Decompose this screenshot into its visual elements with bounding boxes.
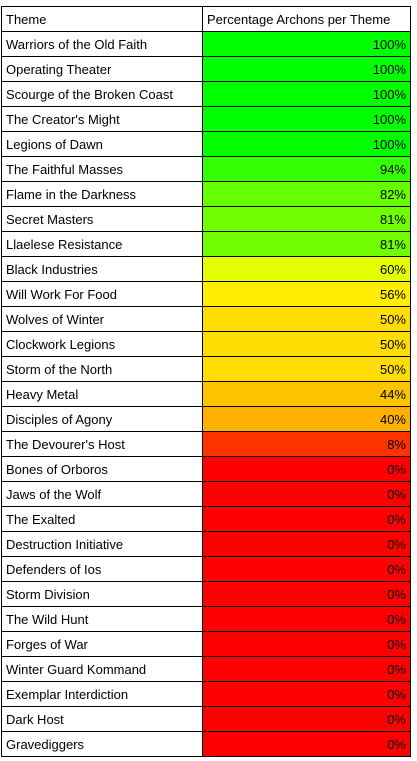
table-row: Heavy Metal 44%: [1, 381, 411, 407]
table-row: The Wild Hunt 0%: [1, 606, 411, 632]
theme-cell[interactable]: Dark Host: [1, 706, 203, 732]
percentage-cell[interactable]: 50%: [202, 306, 411, 332]
percentage-cell[interactable]: 100%: [202, 131, 411, 157]
table-row: Jaws of the Wolf 0%: [1, 481, 411, 507]
table-row: Exemplar Interdiction 0%: [1, 681, 411, 707]
table-row: Scourge of the Broken Coast 100%: [1, 81, 411, 107]
percentage-cell[interactable]: 8%: [202, 431, 411, 457]
theme-cell[interactable]: Destruction Initiative: [1, 531, 203, 557]
theme-cell[interactable]: Operating Theater: [1, 56, 203, 82]
theme-cell[interactable]: Bones of Orboros: [1, 456, 203, 482]
theme-cell[interactable]: The Exalted: [1, 506, 203, 532]
percentage-cell[interactable]: 60%: [202, 256, 411, 282]
theme-cell[interactable]: Winter Guard Kommand: [1, 656, 203, 682]
table-row: The Faithful Masses 94%: [1, 156, 411, 182]
theme-percentage-table: Theme Percentage Archons per Theme Warri…: [1, 6, 411, 757]
theme-cell[interactable]: Flame in the Darkness: [1, 181, 203, 207]
percentage-cell[interactable]: 0%: [202, 656, 411, 682]
header-theme[interactable]: Theme: [1, 6, 203, 32]
theme-cell[interactable]: Exemplar Interdiction: [1, 681, 203, 707]
table-row: Black Industries 60%: [1, 256, 411, 282]
table-row: Storm of the North 50%: [1, 356, 411, 382]
percentage-cell[interactable]: 40%: [202, 406, 411, 432]
percentage-cell[interactable]: 0%: [202, 506, 411, 532]
table-row: Winter Guard Kommand 0%: [1, 656, 411, 682]
theme-cell[interactable]: The Creator's Might: [1, 106, 203, 132]
table-row: Secret Masters 81%: [1, 206, 411, 232]
percentage-cell[interactable]: 44%: [202, 381, 411, 407]
percentage-cell[interactable]: 0%: [202, 681, 411, 707]
percentage-cell[interactable]: 100%: [202, 56, 411, 82]
table-row: Disciples of Agony 40%: [1, 406, 411, 432]
percentage-cell[interactable]: 0%: [202, 456, 411, 482]
table-row: Warriors of the Old Faith 100%: [1, 31, 411, 57]
percentage-cell[interactable]: 50%: [202, 356, 411, 382]
percentage-cell[interactable]: 100%: [202, 106, 411, 132]
percentage-cell[interactable]: 82%: [202, 181, 411, 207]
table-row: Dark Host 0%: [1, 706, 411, 732]
theme-cell[interactable]: Forges of War: [1, 631, 203, 657]
theme-cell[interactable]: Clockwork Legions: [1, 331, 203, 357]
theme-cell[interactable]: Jaws of the Wolf: [1, 481, 203, 507]
table-row: Gravediggers 0%: [1, 731, 411, 757]
header-percentage[interactable]: Percentage Archons per Theme: [202, 6, 411, 32]
theme-cell[interactable]: Gravediggers: [1, 731, 203, 757]
theme-cell[interactable]: Disciples of Agony: [1, 406, 203, 432]
table-body: Theme Percentage Archons per Theme Warri…: [1, 6, 411, 757]
percentage-cell[interactable]: 81%: [202, 231, 411, 257]
theme-cell[interactable]: The Wild Hunt: [1, 606, 203, 632]
percentage-cell[interactable]: 0%: [202, 556, 411, 582]
table-row: The Devourer's Host 8%: [1, 431, 411, 457]
percentage-cell[interactable]: 0%: [202, 481, 411, 507]
theme-cell[interactable]: The Devourer's Host: [1, 431, 203, 457]
theme-cell[interactable]: Warriors of the Old Faith: [1, 31, 203, 57]
theme-cell[interactable]: Secret Masters: [1, 206, 203, 232]
percentage-cell[interactable]: 0%: [202, 581, 411, 607]
table-row: Bones of Orboros 0%: [1, 456, 411, 482]
percentage-cell[interactable]: 56%: [202, 281, 411, 307]
table-row: The Creator's Might 100%: [1, 106, 411, 132]
theme-cell[interactable]: Llaelese Resistance: [1, 231, 203, 257]
table-row: The Exalted 0%: [1, 506, 411, 532]
theme-cell[interactable]: Wolves of Winter: [1, 306, 203, 332]
percentage-cell[interactable]: 0%: [202, 531, 411, 557]
percentage-cell[interactable]: 100%: [202, 31, 411, 57]
theme-cell[interactable]: Storm of the North: [1, 356, 203, 382]
table-row: Legions of Dawn 100%: [1, 131, 411, 157]
theme-cell[interactable]: The Faithful Masses: [1, 156, 203, 182]
table-row: Destruction Initiative 0%: [1, 531, 411, 557]
percentage-cell[interactable]: 0%: [202, 706, 411, 732]
header-row: Theme Percentage Archons per Theme: [1, 6, 411, 32]
table-row: Operating Theater 100%: [1, 56, 411, 82]
table-row: Forges of War 0%: [1, 631, 411, 657]
theme-cell[interactable]: Storm Division: [1, 581, 203, 607]
table-row: Clockwork Legions 50%: [1, 331, 411, 357]
table-row: Llaelese Resistance 81%: [1, 231, 411, 257]
percentage-cell[interactable]: 81%: [202, 206, 411, 232]
table-row: Defenders of Ios 0%: [1, 556, 411, 582]
theme-cell[interactable]: Legions of Dawn: [1, 131, 203, 157]
table-row: Will Work For Food 56%: [1, 281, 411, 307]
table-row: Storm Division 0%: [1, 581, 411, 607]
percentage-cell[interactable]: 0%: [202, 606, 411, 632]
theme-cell[interactable]: Heavy Metal: [1, 381, 203, 407]
percentage-cell[interactable]: 0%: [202, 731, 411, 757]
table-row: Wolves of Winter 50%: [1, 306, 411, 332]
percentage-cell[interactable]: 50%: [202, 331, 411, 357]
theme-cell[interactable]: Black Industries: [1, 256, 203, 282]
theme-cell[interactable]: Will Work For Food: [1, 281, 203, 307]
table-row: Flame in the Darkness 82%: [1, 181, 411, 207]
percentage-cell[interactable]: 0%: [202, 631, 411, 657]
percentage-cell[interactable]: 100%: [202, 81, 411, 107]
theme-cell[interactable]: Defenders of Ios: [1, 556, 203, 582]
percentage-cell[interactable]: 94%: [202, 156, 411, 182]
theme-cell[interactable]: Scourge of the Broken Coast: [1, 81, 203, 107]
